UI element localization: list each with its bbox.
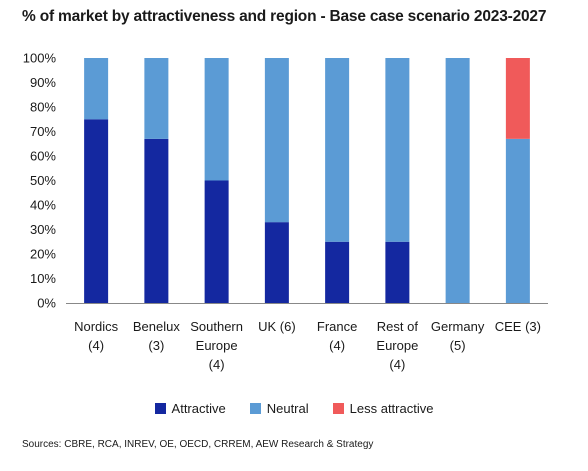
- bar-less-attractive: [505, 58, 530, 139]
- legend-swatch-attractive: [154, 403, 166, 414]
- x-category-label: (3): [148, 338, 164, 353]
- bar-attractive: [144, 138, 169, 303]
- legend-swatch-less-attractive: [332, 403, 344, 414]
- x-category-label: Benelux: [133, 319, 180, 334]
- x-category-label: (4): [209, 357, 225, 372]
- y-tick-label: 0%: [37, 296, 56, 311]
- legend-label-neutral: Neutral: [266, 401, 309, 416]
- bar-attractive: [385, 241, 410, 303]
- chart-title: % of market by attractiveness and region…: [22, 8, 547, 25]
- y-tick-label: 30%: [30, 222, 56, 237]
- x-category-label: Southern: [190, 319, 243, 334]
- bar-neutral: [385, 58, 410, 242]
- bar-neutral: [325, 58, 350, 242]
- y-tick-label: 10%: [30, 271, 56, 286]
- legend: Attractive Neutral Less attractive: [0, 401, 588, 416]
- stacked-bar-chart: 0% 10% 20% 30% 40% 50% 60% 70% 80% 90% 100% Nordics…: [23, 51, 548, 372]
- x-category-label: Rest of: [377, 319, 419, 334]
- y-tick-label: 60%: [30, 149, 56, 164]
- source-note: Sources: CBRE, RCA, INREV, OE, OECD, CRR…: [22, 439, 374, 450]
- bar-neutral: [84, 58, 109, 120]
- bar-neutral: [264, 58, 289, 223]
- legend-swatch-neutral: [249, 403, 261, 414]
- bar-attractive: [264, 222, 289, 303]
- legend-item-attractive: Attractive: [154, 401, 226, 416]
- y-tick-label: 80%: [30, 100, 56, 115]
- x-category-label: UK (6): [258, 319, 296, 334]
- x-category-label: (4): [88, 338, 104, 353]
- legend-label-attractive: Attractive: [171, 401, 226, 416]
- bar-neutral: [445, 58, 470, 303]
- x-category-label: (5): [450, 338, 466, 353]
- bar-attractive: [84, 119, 109, 303]
- bar-attractive: [204, 180, 229, 303]
- y-tick-label: 50%: [30, 173, 56, 188]
- legend-label-less-attractive: Less attractive: [349, 401, 434, 416]
- x-category-label: (4): [329, 338, 345, 353]
- bar-attractive: [325, 241, 350, 303]
- legend-item-neutral: Neutral: [249, 401, 309, 416]
- x-category-label: Europe: [196, 338, 238, 353]
- x-category-label: Nordics: [74, 319, 119, 334]
- x-category-label: CEE (3): [495, 319, 541, 334]
- y-tick-label: 90%: [30, 75, 56, 90]
- y-tick-label: 100%: [23, 51, 57, 66]
- y-tick-label: 70%: [30, 124, 56, 139]
- x-category-label: Europe: [376, 338, 418, 353]
- bar-neutral: [505, 138, 530, 303]
- x-category-label: Germany: [431, 319, 485, 334]
- bar-neutral: [144, 58, 169, 139]
- y-tick-label: 40%: [30, 198, 56, 213]
- bar-neutral: [204, 58, 229, 181]
- y-tick-label: 20%: [30, 247, 56, 262]
- x-category-label: (4): [389, 357, 405, 372]
- legend-item-less-attractive: Less attractive: [332, 401, 434, 416]
- x-category-label: France: [317, 319, 357, 334]
